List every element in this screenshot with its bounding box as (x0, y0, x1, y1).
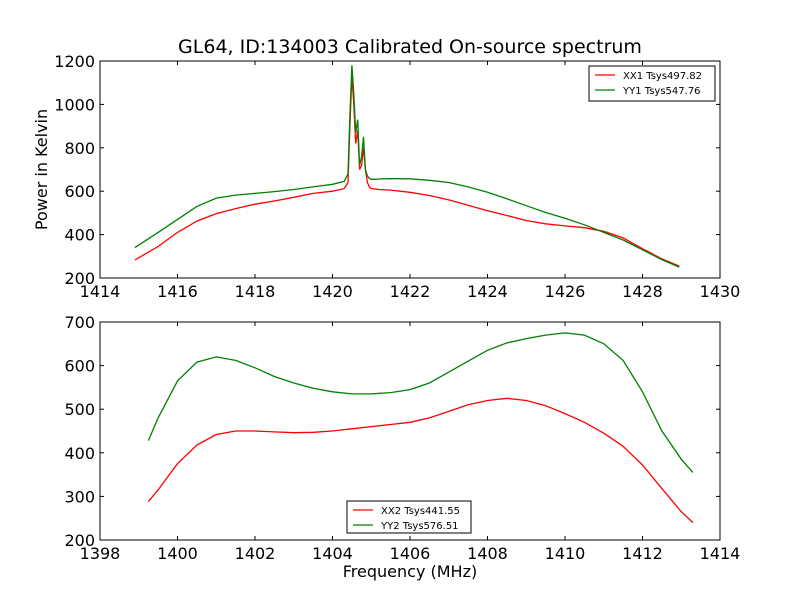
x-tick-label: 1414 (700, 544, 741, 563)
chart-panel-2: 1398 1400 1402 1404 1406 1408 1410 1412 1414 200 3… (64, 313, 740, 581)
x-tick-label: 1424 (467, 282, 508, 301)
x-tick-label: 1412 (622, 544, 663, 563)
x-tick-label: 1406 (390, 544, 431, 563)
x-tick-label: 1418 (235, 282, 276, 301)
y-tick-label: 600 (64, 182, 95, 201)
y-tick-label: 600 (64, 357, 95, 376)
legend-entry: YY1 Tsys547.76 (622, 86, 701, 97)
series-line-1-2 (134, 65, 680, 268)
legend-1: XX1 Tsys497.82 YY1 Tsys547.76 (588, 65, 716, 102)
x-tick-label: 1422 (390, 282, 431, 301)
x-tick-label: 1420 (312, 282, 353, 301)
y-tick-label: 500 (64, 400, 95, 419)
legend-entry: XX2 Tsys441.55 (381, 506, 460, 517)
x-tick-label: 1404 (312, 544, 353, 563)
y-tick-label: 800 (64, 139, 95, 158)
series-line-2-1 (147, 397, 694, 524)
x-axis-label: Frequency (MHz) (343, 562, 477, 581)
x-tick-label: 1410 (545, 544, 586, 563)
chart-title: GL64, ID:134003 Calibrated On-source spe… (178, 36, 642, 58)
x-tick-label: 1408 (467, 544, 508, 563)
y-tick-label: 300 (64, 487, 95, 506)
x-tick-label: 1426 (545, 282, 586, 301)
y-tick-label: 400 (64, 226, 95, 245)
legend-entry: XX1 Tsys497.82 (623, 71, 702, 82)
y-tick-label: 1200 (54, 52, 95, 71)
x-tick-label: 1400 (157, 544, 198, 563)
series-line-2-2 (147, 332, 694, 473)
legend-box (588, 65, 716, 102)
x-tick-label: 1414 (80, 282, 121, 301)
y-tick-label: 200 (64, 531, 95, 550)
x-tick-label: 1398 (80, 544, 121, 563)
chart-panel-1: 1414 1416 1418 1420 1422 1424 1426 1428 1430 200 4… (32, 52, 740, 301)
series-line-1-1 (134, 76, 680, 267)
x-tick-label: 1428 (622, 282, 663, 301)
x-tick-label: 1402 (235, 544, 276, 563)
x-tick-label: 1416 (157, 282, 198, 301)
legend-2: XX2 Tsys441.55 YY2 Tsys576.51 (346, 500, 472, 534)
y-tick-label: 200 (64, 269, 95, 288)
y-axis-label: Power in Kelvin (32, 109, 51, 230)
y-tick-label: 400 (64, 444, 95, 463)
y-tick-label: 700 (64, 313, 95, 332)
legend-box (346, 500, 472, 534)
legend-entry: YY2 Tsys576.51 (380, 521, 459, 532)
x-tick-label: 1430 (700, 282, 741, 301)
y-tick-label: 1000 (54, 95, 95, 114)
